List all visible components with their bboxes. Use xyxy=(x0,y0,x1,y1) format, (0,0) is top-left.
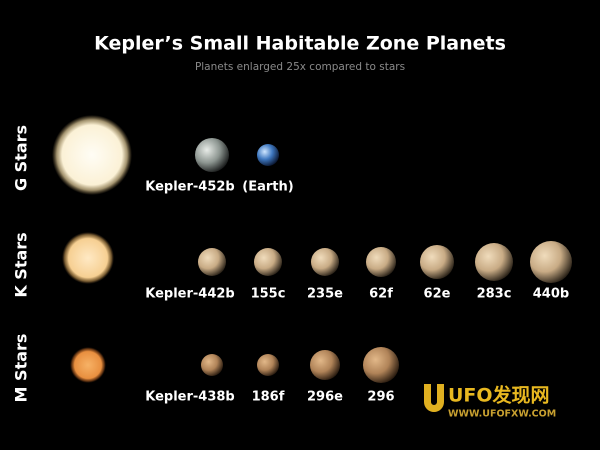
planet-label: 440b xyxy=(533,287,569,302)
row-label: K Stars xyxy=(12,232,31,297)
planet-label: 186f xyxy=(252,390,285,405)
planet-label: 235e xyxy=(307,287,343,302)
g-star xyxy=(52,115,132,195)
planet-label: 62e xyxy=(424,287,451,302)
planet-label: 296e xyxy=(307,390,343,405)
planet xyxy=(363,347,399,383)
planet xyxy=(311,248,339,276)
m-star xyxy=(70,347,106,383)
planet-label: 155c xyxy=(251,287,286,302)
planet xyxy=(195,138,229,172)
planet-label: 283c xyxy=(477,287,512,302)
planet-label: 296 xyxy=(367,390,394,405)
planet-label: (Earth) xyxy=(242,180,293,195)
row-label: M Stars xyxy=(12,334,31,403)
planet xyxy=(257,144,279,166)
planet xyxy=(530,241,572,283)
planet-label: Kepler-438b xyxy=(145,390,235,405)
planet-label: 62f xyxy=(369,287,393,302)
row-label: G Stars xyxy=(12,125,31,191)
k-star xyxy=(62,232,114,284)
planet xyxy=(475,243,513,281)
watermark-brand: UFO发现网 xyxy=(448,384,550,407)
planet-label: Kepler-452b xyxy=(145,180,235,195)
planet xyxy=(254,248,282,276)
planet xyxy=(366,247,396,277)
title: Kepler’s Small Habitable Zone Planets xyxy=(94,33,506,55)
planet xyxy=(420,245,454,279)
planet xyxy=(257,354,279,376)
watermark-logo xyxy=(424,384,444,412)
planet-label: Kepler-442b xyxy=(145,287,235,302)
subtitle: Planets enlarged 25x compared to stars xyxy=(195,61,405,73)
watermark-url: WWW.UFOFXW.COM xyxy=(448,409,556,420)
planet xyxy=(310,350,340,380)
planet xyxy=(201,354,223,376)
watermark: UFO发现网 WWW.UFOFXW.COM xyxy=(424,384,556,420)
planet xyxy=(198,248,226,276)
